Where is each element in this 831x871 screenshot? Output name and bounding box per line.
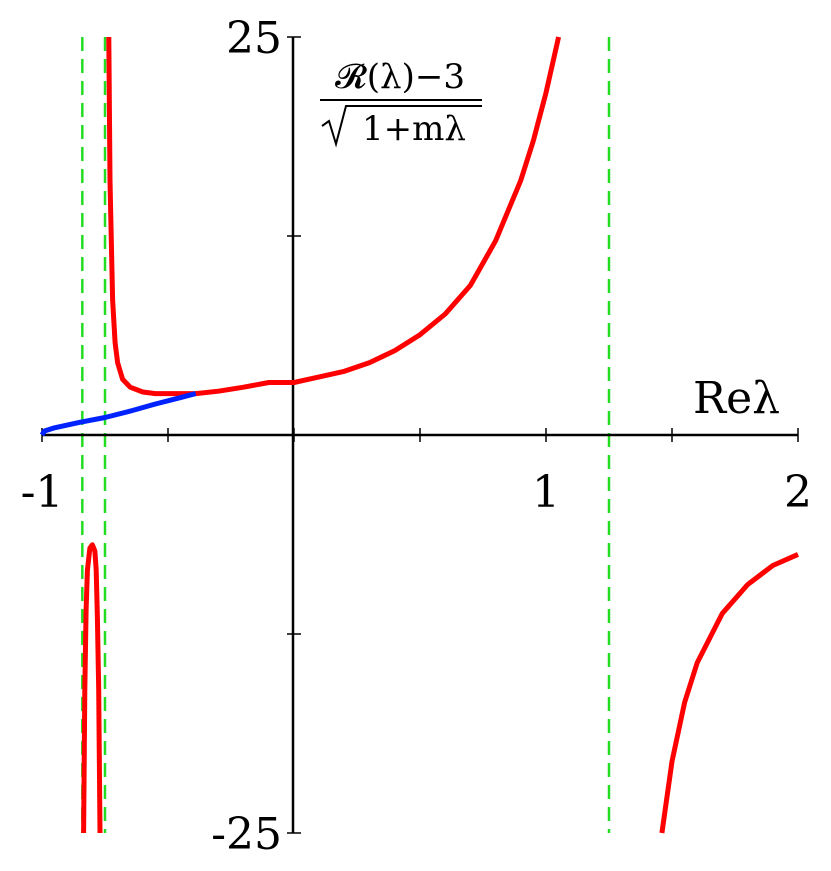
x-tick-label: 1 — [532, 467, 560, 518]
y-axis-label-numerator: 𝓡(λ)−3 — [335, 57, 465, 97]
series-line — [81, 542, 103, 834]
x-tick-label: -1 — [21, 467, 64, 518]
y-axis-label-sqrt-sign — [321, 105, 482, 148]
x-tick-label: 2 — [784, 467, 812, 518]
series-line — [39, 391, 197, 437]
x-axis-label: Reλ — [693, 373, 780, 424]
y-tick-label: -25 — [211, 809, 282, 860]
tick-label-layer: -1 1 2 25 -25 — [21, 13, 812, 860]
series-line — [659, 552, 800, 834]
y-axis-label: 𝓡(λ)−3 1+mλ — [320, 57, 482, 149]
y-tick-label: 25 — [226, 13, 282, 64]
series-line — [106, 36, 562, 397]
y-axis-label-denominator: 1+mλ — [362, 109, 466, 149]
series-layer — [39, 36, 800, 834]
